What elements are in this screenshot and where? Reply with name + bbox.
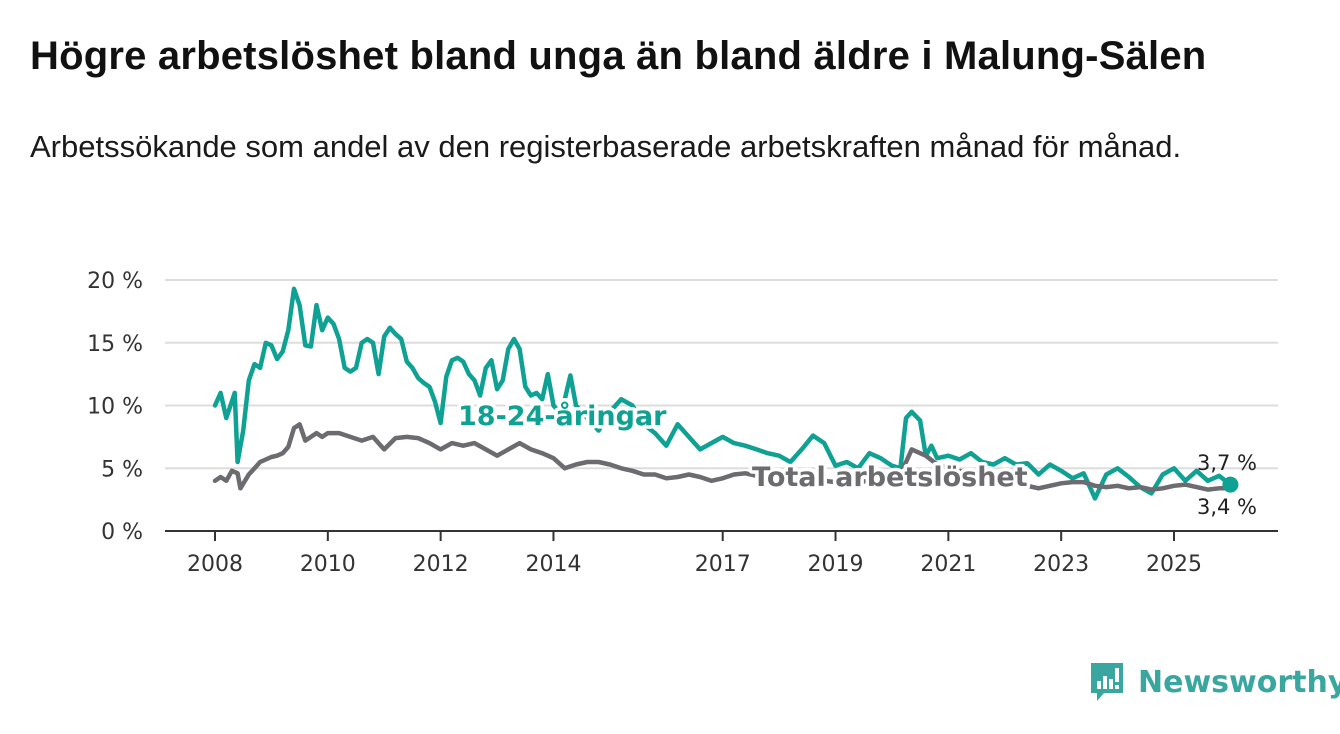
x-tick-label: 2012 [413,552,469,577]
x-tick-label: 2010 [300,552,356,577]
x-tick-label: 2019 [808,552,864,577]
endpoint-marker [1222,476,1239,493]
series-label-youth: 18-24-åringar [458,400,667,432]
x-tick-label: 2008 [187,552,243,577]
x-tick-label: 2023 [1033,552,1089,577]
series-label-total: Total arbetslöshet [752,462,1028,493]
newsworthy-brand: Newsworthy [1088,660,1340,704]
chart-subtitle: Arbetssökande som andel av den registerb… [30,129,1182,164]
x-tick-label: 2017 [695,552,751,577]
newsworthy-wordmark: Newsworthy [1138,664,1340,700]
series-line-total [212,422,1233,492]
y-tick-label: 15 % [87,332,143,357]
chart-title: Högre arbetslöshet bland unga än bland ä… [30,34,1207,78]
y-tick-label: 5 % [101,457,143,482]
line-chart: 0 % 5 % 10 % 15 % 20 % 2008 2010 2012 2014 2017 20… [87,269,1278,577]
newsworthy-logo-icon [1091,663,1123,701]
end-label-youth: 3,7 % [1197,451,1257,475]
y-tick-label: 10 % [87,395,143,420]
series-line-youth [212,286,1233,501]
y-tick-label: 20 % [87,269,143,294]
x-tick-label: 2021 [920,552,976,577]
x-tick-label: 2025 [1146,552,1202,577]
y-tick-label: 0 % [101,520,143,545]
end-label-total: 3,4 % [1197,495,1257,519]
x-tick-label: 2014 [525,552,581,577]
